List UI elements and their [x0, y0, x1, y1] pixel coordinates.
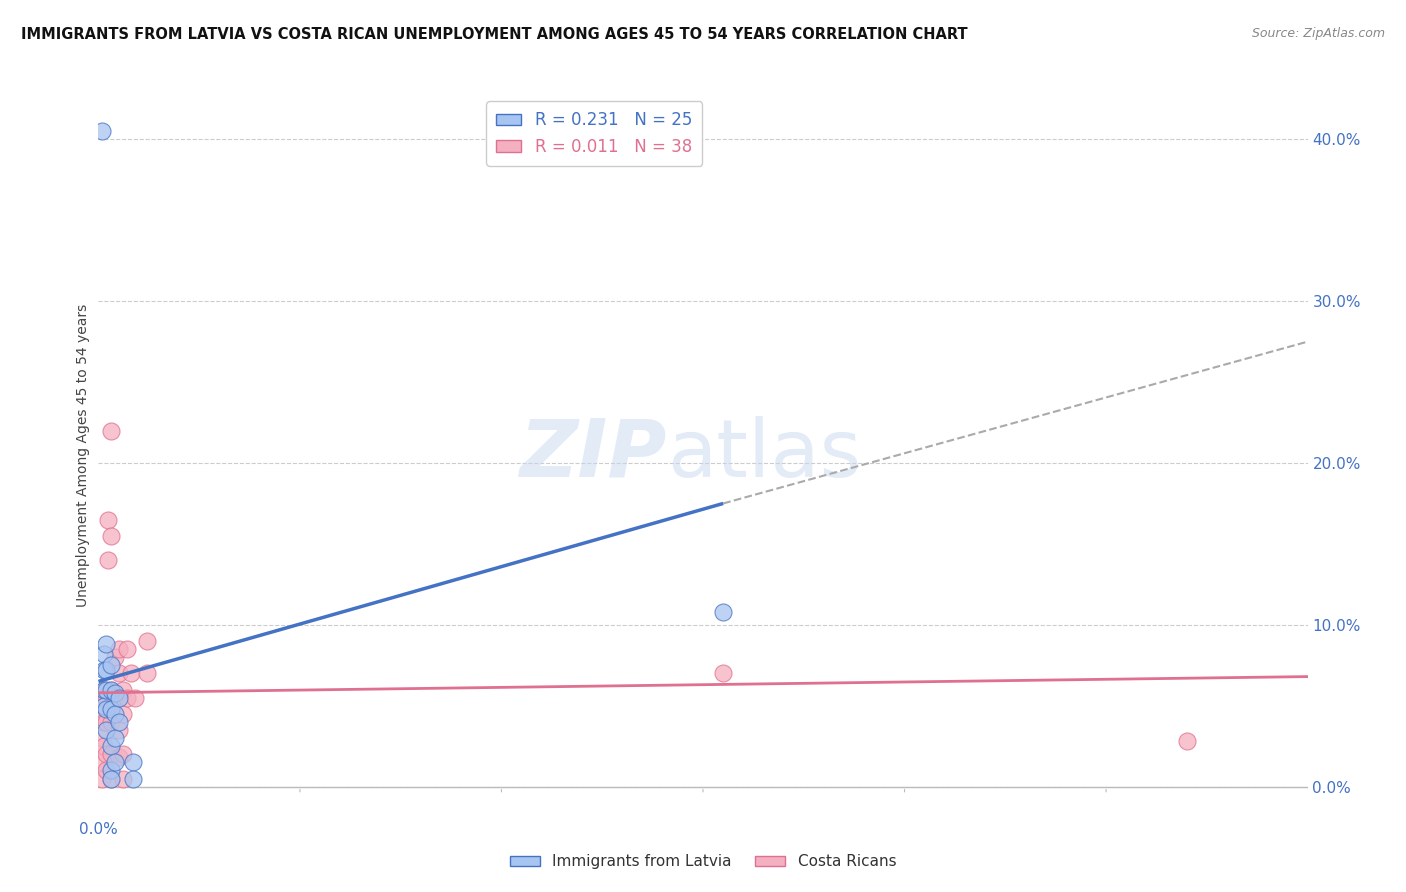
- Point: [107, 714, 129, 729]
- Point: [111, 772, 134, 786]
- Point: [121, 772, 143, 786]
- Point: [100, 424, 122, 438]
- Point: [100, 682, 122, 697]
- Point: [96, 663, 118, 677]
- Point: [1175, 734, 1198, 748]
- Point: [100, 772, 122, 786]
- Text: ZIP: ZIP: [519, 416, 666, 494]
- Point: [96, 714, 118, 729]
- Point: [100, 747, 122, 762]
- Point: [103, 690, 125, 705]
- Text: atlas: atlas: [666, 416, 860, 494]
- Point: [103, 650, 125, 665]
- Text: 0.0%: 0.0%: [79, 822, 118, 838]
- Point: [107, 666, 129, 681]
- Point: [711, 666, 734, 681]
- Point: [121, 756, 143, 770]
- Point: [124, 690, 146, 705]
- Point: [96, 702, 118, 716]
- Point: [111, 747, 134, 762]
- Point: [96, 690, 118, 705]
- Point: [115, 642, 138, 657]
- Point: [97, 553, 120, 567]
- Point: [93, 698, 115, 713]
- Legend: Immigrants from Latvia, Costa Ricans: Immigrants from Latvia, Costa Ricans: [503, 848, 903, 875]
- Point: [90, 124, 112, 138]
- Point: [90, 756, 112, 770]
- Point: [111, 706, 134, 721]
- Point: [100, 739, 122, 754]
- Point: [96, 764, 118, 778]
- Point: [103, 756, 125, 770]
- Text: Source: ZipAtlas.com: Source: ZipAtlas.com: [1251, 27, 1385, 40]
- Point: [93, 647, 115, 661]
- Point: [93, 682, 115, 697]
- Point: [90, 731, 112, 745]
- Point: [90, 706, 112, 721]
- Point: [90, 772, 112, 786]
- Point: [97, 513, 120, 527]
- Point: [107, 642, 129, 657]
- Point: [96, 747, 118, 762]
- Point: [93, 682, 115, 697]
- Point: [100, 658, 122, 673]
- Point: [100, 772, 122, 786]
- Point: [107, 750, 129, 764]
- Point: [111, 682, 134, 697]
- Point: [103, 686, 125, 700]
- Legend: R = 0.231   N = 25, R = 0.011   N = 38: R = 0.231 N = 25, R = 0.011 N = 38: [486, 102, 702, 166]
- Text: IMMIGRANTS FROM LATVIA VS COSTA RICAN UNEMPLOYMENT AMONG AGES 45 TO 54 YEARS COR: IMMIGRANTS FROM LATVIA VS COSTA RICAN UN…: [21, 27, 967, 42]
- Point: [100, 764, 122, 778]
- Point: [93, 739, 115, 754]
- Point: [96, 682, 118, 697]
- Point: [115, 690, 138, 705]
- Point: [107, 723, 129, 737]
- Point: [100, 682, 122, 697]
- Point: [90, 690, 112, 705]
- Point: [135, 666, 157, 681]
- Point: [135, 634, 157, 648]
- Point: [107, 690, 129, 705]
- Point: [100, 702, 122, 716]
- Point: [103, 731, 125, 745]
- Y-axis label: Unemployment Among Ages 45 to 54 years: Unemployment Among Ages 45 to 54 years: [76, 303, 90, 607]
- Point: [103, 706, 125, 721]
- Point: [100, 529, 122, 543]
- Point: [96, 637, 118, 651]
- Point: [96, 723, 118, 737]
- Point: [93, 714, 115, 729]
- Point: [120, 666, 142, 681]
- Point: [93, 663, 115, 677]
- Point: [711, 605, 734, 619]
- Point: [100, 714, 122, 729]
